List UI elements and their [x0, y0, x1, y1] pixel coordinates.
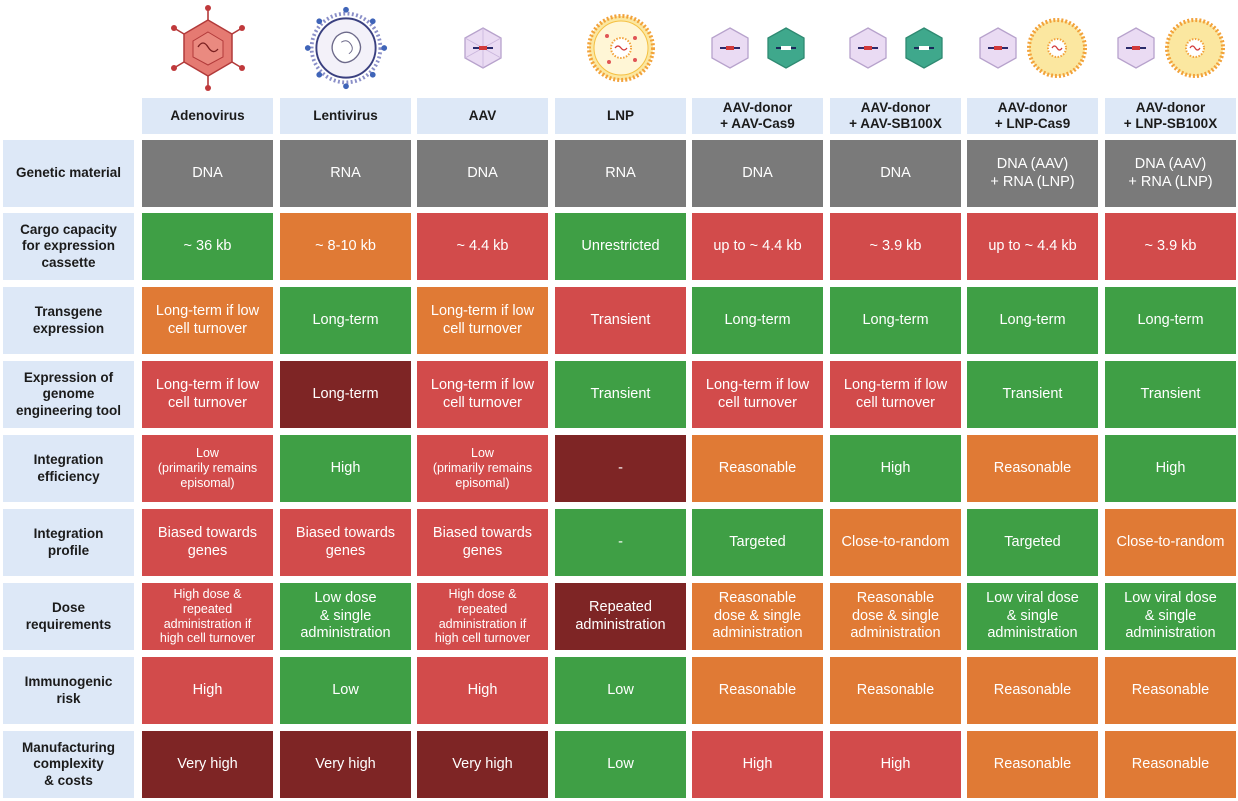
- table-cell: up to ~ 4.4 kb: [692, 213, 823, 280]
- table-cell: High: [142, 657, 273, 724]
- table-cell: Biased towards genes: [142, 509, 273, 576]
- table-cell: Low viral dose & single administration: [967, 583, 1098, 650]
- table-cell: ~ 3.9 kb: [1105, 213, 1236, 280]
- table-cell: Reasonable: [1105, 731, 1236, 798]
- aav-pair-icon: [696, 2, 820, 94]
- table-cell: Transient: [555, 361, 686, 428]
- table-cell: High: [280, 435, 411, 502]
- table-cell: Reasonable dose & single administration: [692, 583, 823, 650]
- adenovirus-icon: [165, 2, 251, 94]
- aav-lnp-icon: [971, 2, 1095, 94]
- table-cell: Low (primarily remains episomal): [417, 435, 548, 502]
- table-cell: High dose & repeated administration if h…: [417, 583, 548, 650]
- table-cell: Reasonable: [692, 657, 823, 724]
- row-header: Immunogenic risk: [3, 657, 134, 724]
- table-cell: Reasonable: [692, 435, 823, 502]
- table-cell: DNA: [142, 140, 273, 207]
- table-cell: Low: [555, 657, 686, 724]
- aav-pair-icon: [834, 2, 958, 94]
- table-cell: Very high: [417, 731, 548, 798]
- table-cell: -: [555, 435, 686, 502]
- table-cell: High: [1105, 435, 1236, 502]
- table-cell: DNA: [417, 140, 548, 207]
- row-header: Expression of genome engineering tool: [3, 361, 134, 428]
- table-cell: Long-term if low cell turnover: [417, 361, 548, 428]
- row-header: Integration efficiency: [3, 435, 134, 502]
- table-cell: Low: [555, 731, 686, 798]
- table-cell: Long-term if low cell turnover: [692, 361, 823, 428]
- column-header: AAV: [417, 98, 548, 134]
- table-cell: Targeted: [692, 509, 823, 576]
- table-cell: Transient: [555, 287, 686, 354]
- table-cell: Reasonable: [830, 657, 961, 724]
- table-cell: DNA (AAV) + RNA (LNP): [967, 140, 1098, 207]
- table-cell: Long-term if low cell turnover: [142, 287, 273, 354]
- table-cell: up to ~ 4.4 kb: [967, 213, 1098, 280]
- table-cell: Long-term if low cell turnover: [830, 361, 961, 428]
- table-cell: DNA (AAV) + RNA (LNP): [1105, 140, 1236, 207]
- row-header: Genetic material: [3, 140, 134, 207]
- lnp-icon: [578, 2, 664, 94]
- aav-icon: [440, 2, 526, 94]
- table-cell: DNA: [830, 140, 961, 207]
- row-header: Dose requirements: [3, 583, 134, 650]
- table-cell: Repeated administration: [555, 583, 686, 650]
- table-cell: High: [830, 731, 961, 798]
- column-header: LNP: [555, 98, 686, 134]
- table-cell: Low dose & single administration: [280, 583, 411, 650]
- table-cell: Long-term: [280, 287, 411, 354]
- table-cell: Targeted: [967, 509, 1098, 576]
- row-header: Cargo capacity for expression cassette: [3, 213, 134, 280]
- table-cell: Very high: [142, 731, 273, 798]
- table-cell: Long-term: [967, 287, 1098, 354]
- table-cell: Low (primarily remains episomal): [142, 435, 273, 502]
- table-cell: Close-to-random: [1105, 509, 1236, 576]
- table-cell: High: [417, 657, 548, 724]
- column-header: Adenovirus: [142, 98, 273, 134]
- table-cell: ~ 36 kb: [142, 213, 273, 280]
- column-header: AAV-donor + AAV-Cas9: [692, 98, 823, 134]
- column-header: AAV-donor + LNP-SB100X: [1105, 98, 1236, 134]
- column-header: AAV-donor + LNP-Cas9: [967, 98, 1098, 134]
- table-cell: RNA: [280, 140, 411, 207]
- column-header: Lentivirus: [280, 98, 411, 134]
- table-cell: Long-term: [1105, 287, 1236, 354]
- table-cell: RNA: [555, 140, 686, 207]
- row-header: Manufacturing complexity & costs: [3, 731, 134, 798]
- table-cell: High: [692, 731, 823, 798]
- lentivirus-icon: [303, 2, 389, 94]
- column-header: AAV-donor + AAV-SB100X: [830, 98, 961, 134]
- table-cell: Long-term if low cell turnover: [417, 287, 548, 354]
- table-cell: Long-term if low cell turnover: [142, 361, 273, 428]
- table-cell: Reasonable: [967, 731, 1098, 798]
- table-cell: Biased towards genes: [417, 509, 548, 576]
- table-cell: Reasonable: [967, 435, 1098, 502]
- table-cell: DNA: [692, 140, 823, 207]
- table-cell: Low: [280, 657, 411, 724]
- table-cell: Long-term: [280, 361, 411, 428]
- table-cell: Unrestricted: [555, 213, 686, 280]
- table-cell: High: [830, 435, 961, 502]
- table-cell: Reasonable dose & single administration: [830, 583, 961, 650]
- table-cell: High dose & repeated administration if h…: [142, 583, 273, 650]
- table-cell: Long-term: [692, 287, 823, 354]
- table-cell: Close-to-random: [830, 509, 961, 576]
- table-cell: Reasonable: [1105, 657, 1236, 724]
- table-cell: ~ 8-10 kb: [280, 213, 411, 280]
- row-header: Integration profile: [3, 509, 134, 576]
- table-cell: Low viral dose & single administration: [1105, 583, 1236, 650]
- table-cell: Very high: [280, 731, 411, 798]
- table-cell: ~ 4.4 kb: [417, 213, 548, 280]
- aav-lnp-icon: [1109, 2, 1233, 94]
- table-cell: Transient: [967, 361, 1098, 428]
- table-cell: Reasonable: [967, 657, 1098, 724]
- table-cell: Transient: [1105, 361, 1236, 428]
- table-cell: ~ 3.9 kb: [830, 213, 961, 280]
- table-cell: Long-term: [830, 287, 961, 354]
- table-cell: Biased towards genes: [280, 509, 411, 576]
- row-header: Transgene expression: [3, 287, 134, 354]
- table-cell: -: [555, 509, 686, 576]
